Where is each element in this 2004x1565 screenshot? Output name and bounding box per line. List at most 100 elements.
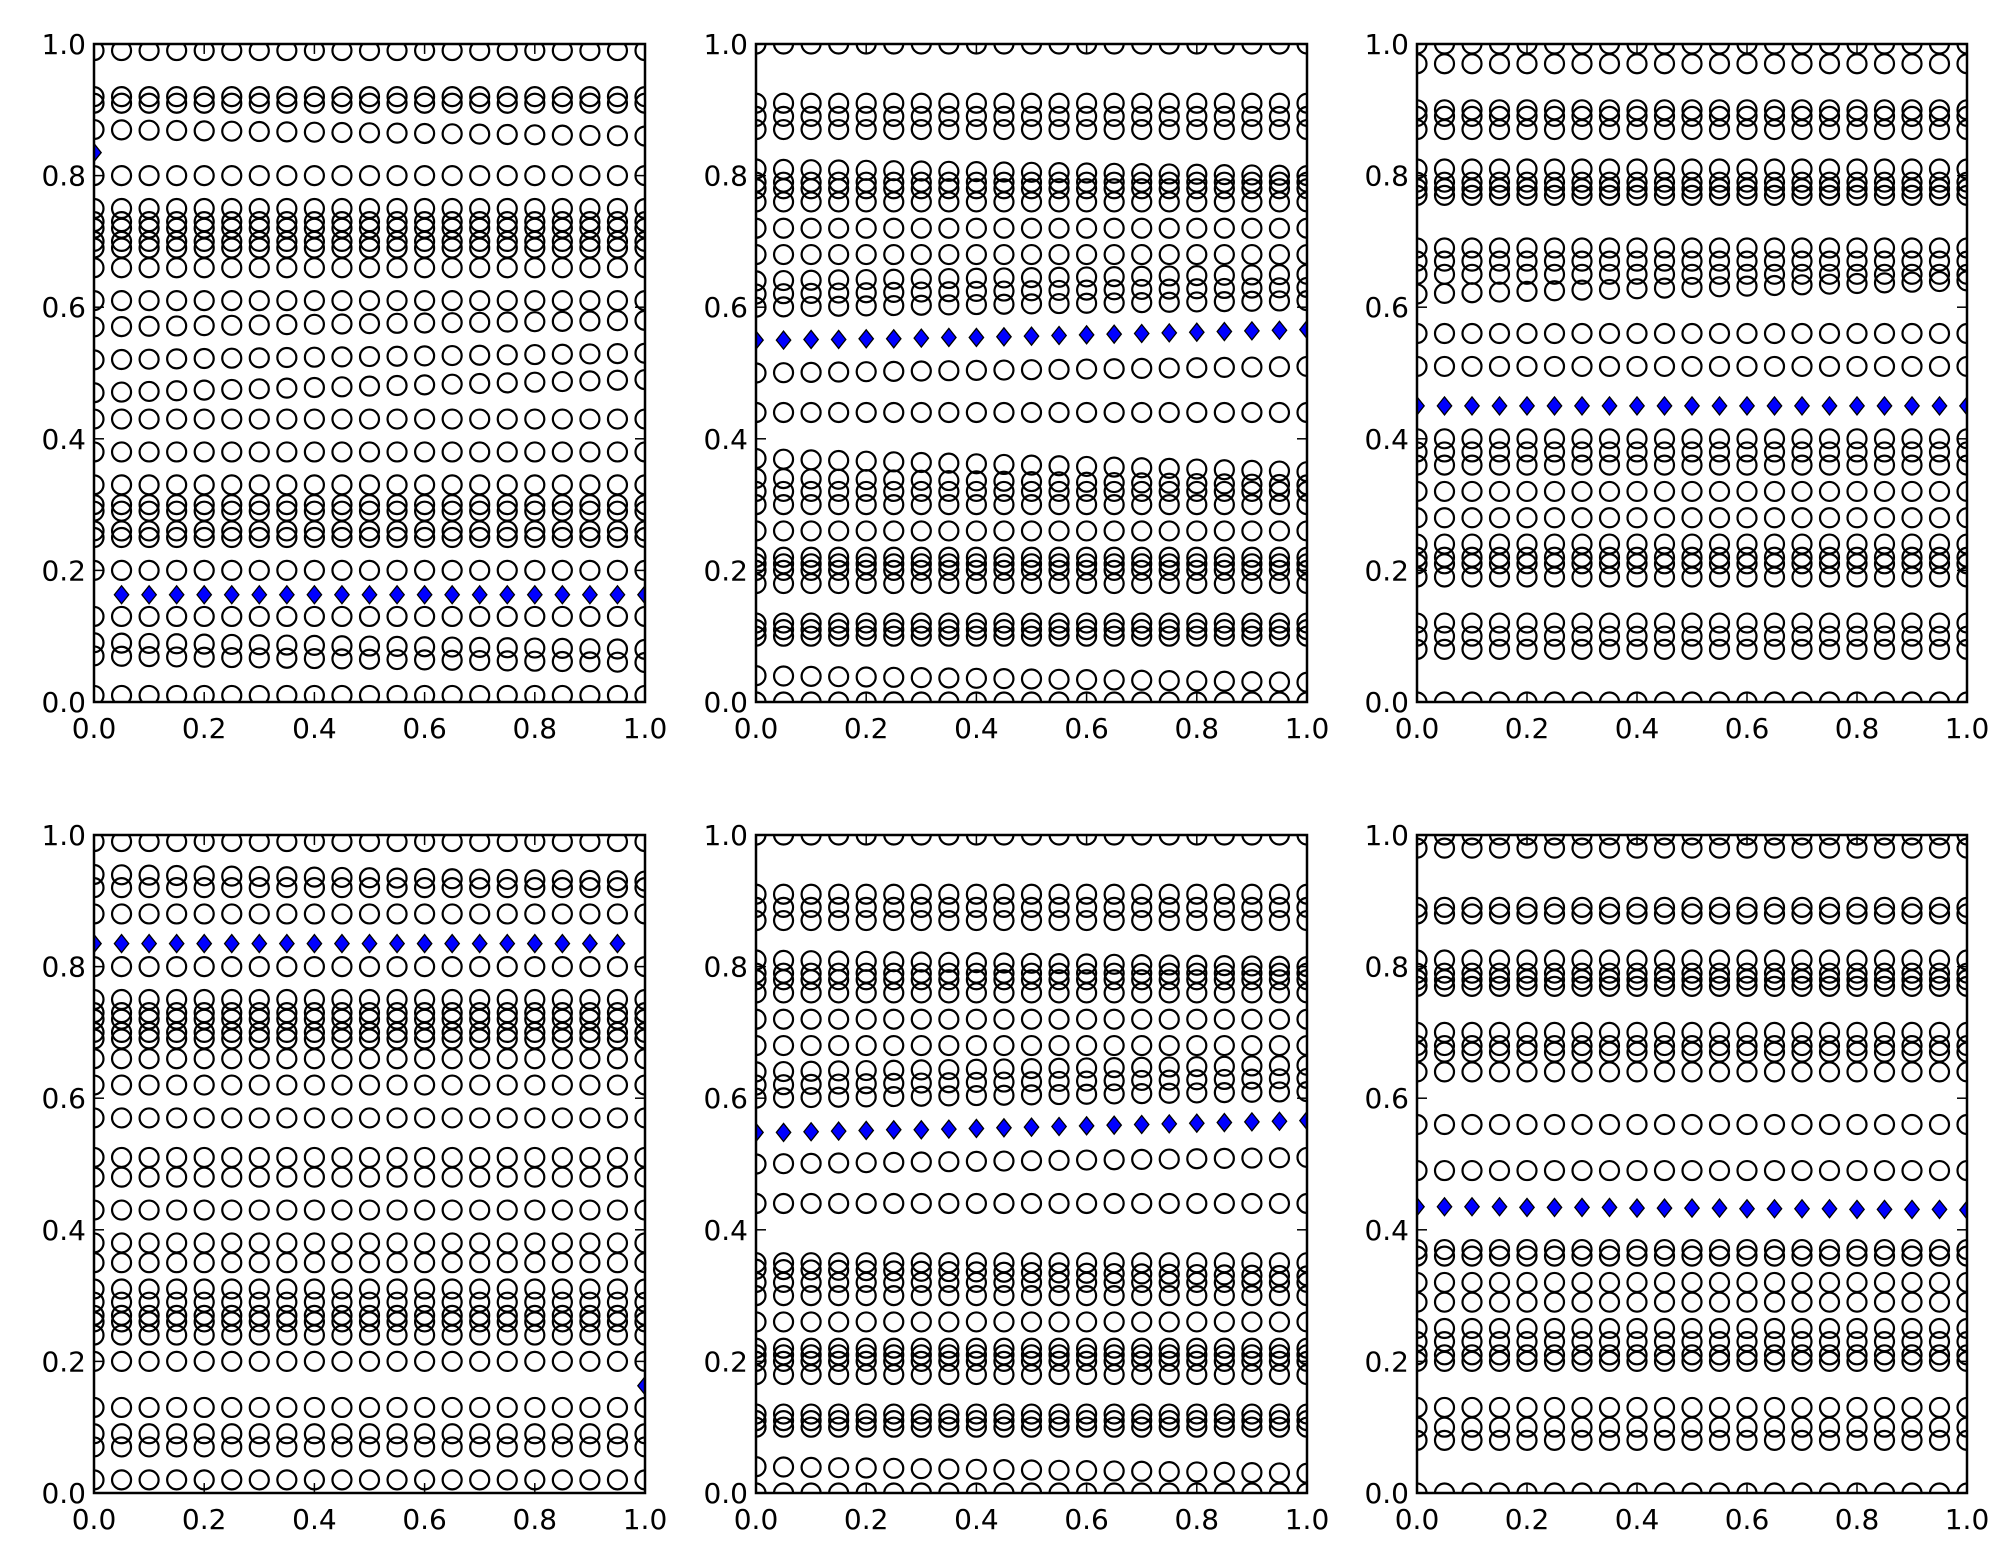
circle-marker <box>1543 355 1566 378</box>
circle-marker <box>1020 559 1043 582</box>
circle-marker <box>303 121 325 143</box>
circle-marker <box>828 1073 850 1095</box>
circle-marker <box>579 408 601 430</box>
circle-marker <box>1241 883 1263 905</box>
circle-marker <box>993 494 1015 516</box>
circle-marker <box>1103 909 1125 932</box>
circle-marker <box>551 1423 573 1445</box>
diamond-marker <box>1243 1111 1260 1132</box>
circle-marker <box>1213 1055 1235 1077</box>
circle-marker <box>1791 625 1813 647</box>
circle-marker <box>1213 909 1235 932</box>
diamond-marker <box>1903 1199 1921 1220</box>
circle-marker <box>1571 322 1593 345</box>
circle-marker <box>110 43 133 62</box>
circle-marker <box>358 877 381 899</box>
circle-marker <box>1461 962 1483 984</box>
circle-marker <box>441 1232 463 1254</box>
circle-marker <box>110 1252 133 1274</box>
circle-marker <box>1901 903 1923 925</box>
circle-marker <box>579 1199 601 1221</box>
circle-marker <box>883 92 905 114</box>
circle-marker <box>855 1034 877 1057</box>
circle-marker <box>1131 1337 1153 1359</box>
circle-marker <box>1708 638 1731 660</box>
circle-marker <box>358 1048 381 1070</box>
circle-marker <box>469 1278 491 1300</box>
circle-marker <box>772 362 795 384</box>
circle-marker <box>910 1192 932 1215</box>
circle-marker <box>303 92 325 114</box>
circle-marker <box>1516 1317 1538 1340</box>
circle-marker <box>1708 441 1731 463</box>
circle-marker <box>166 1423 188 1445</box>
diamond-marker <box>389 584 406 605</box>
circle-marker <box>579 526 601 549</box>
circle-marker <box>1213 559 1235 582</box>
circle-marker <box>221 526 243 549</box>
diamond-marker <box>1133 323 1150 344</box>
circle-marker <box>331 648 353 670</box>
circle-marker <box>386 43 408 62</box>
circle-marker <box>303 230 325 252</box>
circle-marker <box>551 1252 573 1274</box>
circle-marker <box>1020 494 1043 516</box>
circle-marker <box>110 1021 133 1044</box>
circle-marker <box>938 625 960 647</box>
circle-marker <box>1873 1238 1896 1261</box>
circle-marker <box>1901 237 1923 259</box>
circle-marker <box>1488 184 1511 206</box>
diamond-marker <box>361 584 378 605</box>
circle-marker <box>1158 105 1180 127</box>
circle-marker <box>221 441 243 463</box>
circle-marker <box>1818 237 1841 259</box>
circle-marker <box>1736 105 1758 127</box>
circle-marker <box>1571 1429 1593 1451</box>
circle-marker <box>1598 1113 1621 1136</box>
circle-marker <box>414 494 436 516</box>
circle-marker <box>606 92 629 114</box>
circle-marker <box>166 520 188 542</box>
circle-marker <box>1736 625 1758 647</box>
circle-marker <box>828 1337 850 1359</box>
circle-marker <box>331 1423 353 1445</box>
circle-marker <box>1020 280 1043 302</box>
circle-marker <box>414 1436 436 1458</box>
circle-marker <box>1241 625 1263 647</box>
circle-marker <box>1461 975 1483 997</box>
circle-marker <box>1048 92 1070 114</box>
circle-marker <box>1103 1460 1125 1482</box>
circle-marker <box>1928 184 1951 206</box>
circle-marker <box>1543 1113 1566 1136</box>
circle-marker <box>524 474 546 496</box>
circle-marker <box>1653 480 1676 503</box>
circle-marker <box>1048 559 1070 582</box>
circle-marker <box>1213 356 1235 379</box>
circle-marker <box>276 834 298 853</box>
circle-marker <box>965 243 988 266</box>
circle-marker <box>1928 428 1951 450</box>
circle-marker <box>1048 1008 1070 1030</box>
circle-marker <box>965 1034 988 1057</box>
circle-marker <box>1020 1271 1043 1294</box>
circle-marker <box>1873 272 1896 294</box>
y-tick-label: 1.0 <box>703 819 748 852</box>
circle-marker <box>1516 118 1538 141</box>
circle-marker <box>1681 1061 1703 1083</box>
x-tick-label: 0.2 <box>182 712 227 745</box>
x-tick-label: 1.0 <box>623 712 668 745</box>
x-tick-label: 0.4 <box>1615 712 1660 745</box>
circle-marker <box>1131 217 1153 239</box>
circle-marker <box>1928 53 1951 75</box>
circle-marker <box>166 1252 188 1274</box>
circle-marker <box>1543 1429 1566 1451</box>
circle-marker <box>1901 962 1923 984</box>
circle-marker <box>828 361 850 383</box>
diamond-marker <box>1023 326 1040 347</box>
circle-marker <box>1708 322 1731 345</box>
circle-marker <box>1213 243 1235 266</box>
diamond-marker <box>141 584 158 605</box>
circle-marker <box>993 280 1015 302</box>
circle-marker <box>1681 837 1703 859</box>
